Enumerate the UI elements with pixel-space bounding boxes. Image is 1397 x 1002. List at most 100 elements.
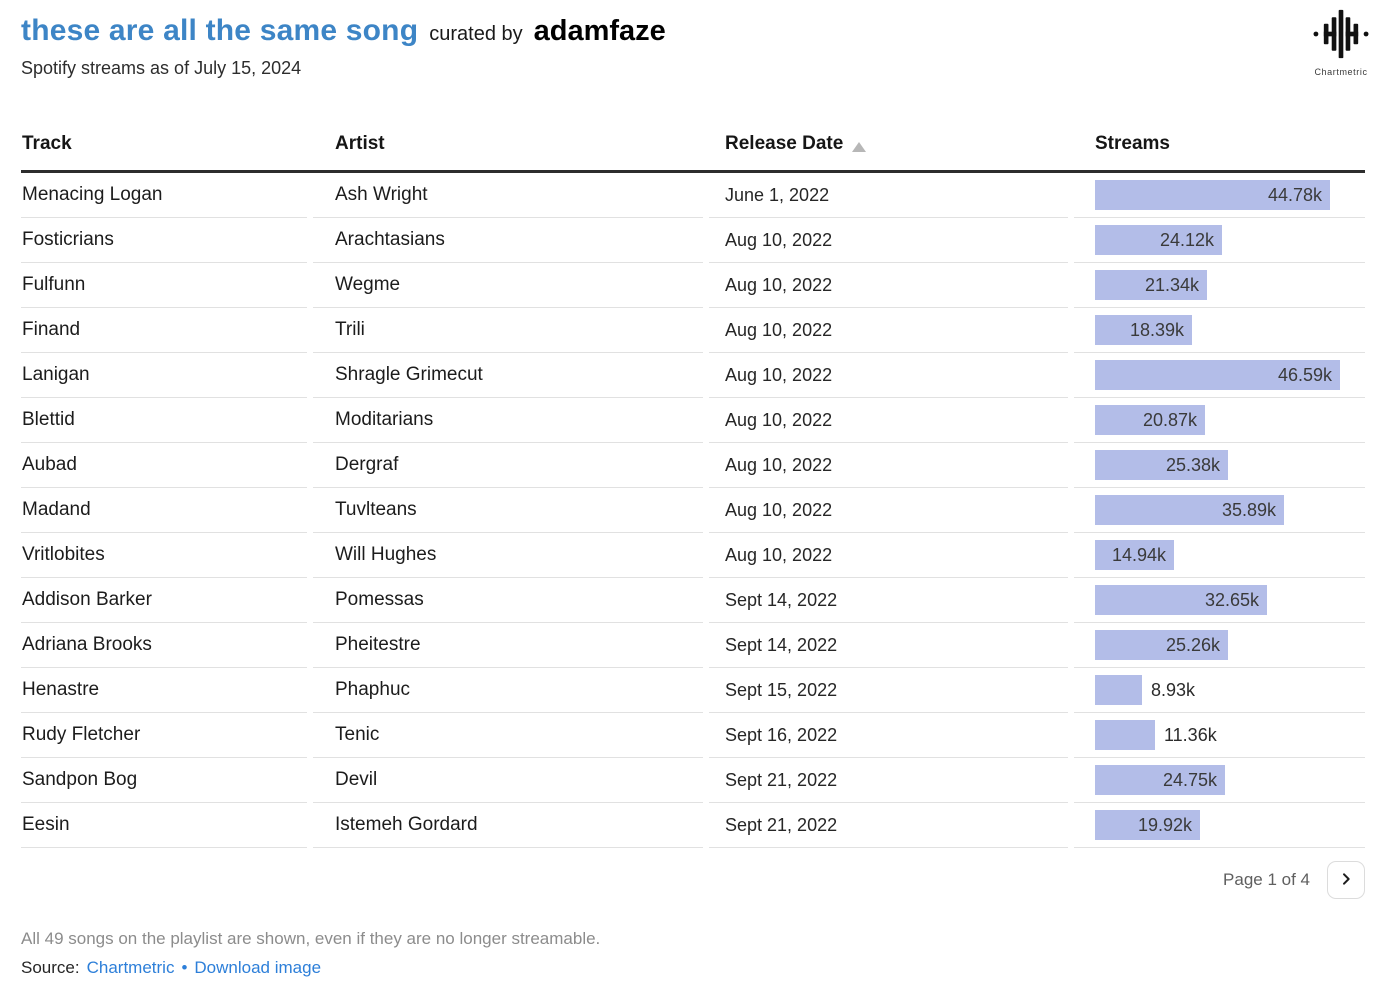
column-header-streams[interactable]: Streams (1095, 133, 1170, 154)
track-name: Lanigan (22, 364, 90, 385)
track-name: Fulfunn (22, 274, 86, 295)
release-date-cell: Aug 10, 2022 (709, 353, 1068, 398)
playlist-title: these are all the same song (21, 14, 419, 47)
track-cell: Finand (21, 308, 307, 353)
chartmetric-source-link[interactable]: Chartmetric (86, 958, 175, 977)
streams-cell: 11.36k (1074, 713, 1365, 758)
artist-name: Istemeh Gordard (335, 814, 478, 835)
column-header-release-date[interactable]: Release Date (709, 133, 1068, 155)
release-date: Aug 10, 2022 (725, 499, 833, 520)
track-name: Blettid (22, 409, 75, 430)
page-header: these are all the same song curated by a… (21, 14, 1365, 48)
table-row: Rudy Fletcher Tenic Sept 16, 2022 11.36k (21, 713, 1365, 758)
release-date: Aug 10, 2022 (725, 544, 833, 565)
streams-cell: 14.94k (1074, 533, 1365, 578)
track-cell: Addison Barker (21, 578, 307, 623)
track-name: Madand (22, 499, 91, 520)
streams-cell: 32.65k (1074, 578, 1365, 623)
sort-ascending-icon (852, 142, 867, 152)
streams-cell: 25.26k (1074, 623, 1365, 668)
page-indicator: Page 1 of 4 (1223, 870, 1310, 889)
release-date-cell: Sept 21, 2022 (709, 758, 1068, 803)
release-date: Aug 10, 2022 (725, 229, 833, 250)
release-date: Aug 10, 2022 (725, 319, 833, 340)
footnote: All 49 songs on the playlist are shown, … (21, 929, 601, 948)
track-name: Fosticrians (22, 229, 114, 250)
streams-cell: 8.93k (1074, 668, 1365, 713)
artist-name: Tuvlteans (335, 499, 417, 520)
track-name: Menacing Logan (22, 184, 163, 205)
table-row: Henastre Phaphuc Sept 15, 2022 8.93k (21, 668, 1365, 713)
track-name: Sandpon Bog (22, 769, 138, 790)
column-header-track[interactable]: Track (22, 133, 72, 154)
streams-value: 25.38k (1165, 454, 1220, 475)
release-date-cell: Aug 10, 2022 (709, 533, 1068, 578)
artist-name: Ash Wright (335, 184, 428, 205)
streams-bar: 24.12k (1095, 225, 1222, 255)
track-cell: Adriana Brooks (21, 623, 307, 668)
streams-value: 24.75k (1162, 769, 1217, 790)
streams-value: 44.78k (1267, 184, 1322, 205)
streams-bar: 25.38k (1095, 450, 1228, 480)
artist-cell: Pheitestre (313, 623, 703, 668)
streams-cell: 25.38k (1074, 443, 1365, 488)
bullet-separator: • (181, 958, 188, 977)
column-header-artist[interactable]: Artist (335, 133, 385, 154)
track-name: Addison Barker (22, 589, 152, 610)
chartmetric-waveform-icon (1312, 9, 1370, 64)
curator-name: adamfaze (533, 15, 666, 47)
artist-cell: Wegme (313, 263, 703, 308)
release-date-cell: Sept 15, 2022 (709, 668, 1068, 713)
streams-bar: 24.75k (1095, 765, 1225, 795)
streams-bar: 20.87k (1095, 405, 1205, 435)
artist-cell: Moditarians (313, 398, 703, 443)
artist-name: Pomessas (335, 589, 424, 610)
table-row: Madand Tuvlteans Aug 10, 2022 35.89k (21, 488, 1365, 533)
table-row: Vritlobites Will Hughes Aug 10, 2022 14.… (21, 533, 1365, 578)
release-date: Aug 10, 2022 (725, 274, 833, 295)
artist-name: Trili (335, 319, 365, 340)
artist-cell: Devil (313, 758, 703, 803)
download-image-link[interactable]: Download image (194, 958, 322, 977)
streams-value: 35.89k (1221, 499, 1276, 520)
release-date: Sept 14, 2022 (725, 589, 838, 610)
streams-cell: 18.39k (1074, 308, 1365, 353)
streams-value: 19.92k (1137, 814, 1192, 835)
release-date-cell: Aug 10, 2022 (709, 308, 1068, 353)
streams-value: 14.94k (1111, 544, 1166, 565)
artist-cell: Pomessas (313, 578, 703, 623)
streams-cell: 46.59k (1074, 353, 1365, 398)
release-date: Aug 10, 2022 (725, 454, 833, 475)
chevron-right-icon (1338, 871, 1354, 890)
release-date: Sept 16, 2022 (725, 724, 838, 745)
streams-value: 21.34k (1144, 274, 1199, 295)
release-date-cell: June 1, 2022 (709, 173, 1068, 218)
chartmetric-logo-label: Chartmetric (1314, 67, 1368, 77)
release-date: Aug 10, 2022 (725, 364, 833, 385)
track-cell: Fosticrians (21, 218, 307, 263)
artist-cell: Ash Wright (313, 173, 703, 218)
artist-cell: Tenic (313, 713, 703, 758)
streams-value: 18.39k (1129, 319, 1184, 340)
track-cell: Henastre (21, 668, 307, 713)
streams-cell: 20.87k (1074, 398, 1365, 443)
release-date: Sept 21, 2022 (725, 814, 838, 835)
track-cell: Eesin (21, 803, 307, 848)
release-date-cell: Sept 16, 2022 (709, 713, 1068, 758)
table-row: Adriana Brooks Pheitestre Sept 14, 2022 … (21, 623, 1365, 668)
track-cell: Lanigan (21, 353, 307, 398)
track-name: Vritlobites (22, 544, 105, 565)
track-cell: Menacing Logan (21, 173, 307, 218)
streams-cell: 21.34k (1074, 263, 1365, 308)
streams-cell: 19.92k (1074, 803, 1365, 848)
streams-value: 25.26k (1165, 634, 1220, 655)
release-date-cell: Sept 21, 2022 (709, 803, 1068, 848)
release-date-cell: Aug 10, 2022 (709, 443, 1068, 488)
release-date: Sept 14, 2022 (725, 634, 838, 655)
next-page-button[interactable] (1327, 861, 1365, 899)
streams-value: 8.93k (1151, 679, 1196, 700)
track-name: Adriana Brooks (22, 634, 152, 655)
artist-name: Devil (335, 769, 378, 790)
table-row: Addison Barker Pomessas Sept 14, 2022 32… (21, 578, 1365, 623)
streams-value: 32.65k (1204, 589, 1259, 610)
